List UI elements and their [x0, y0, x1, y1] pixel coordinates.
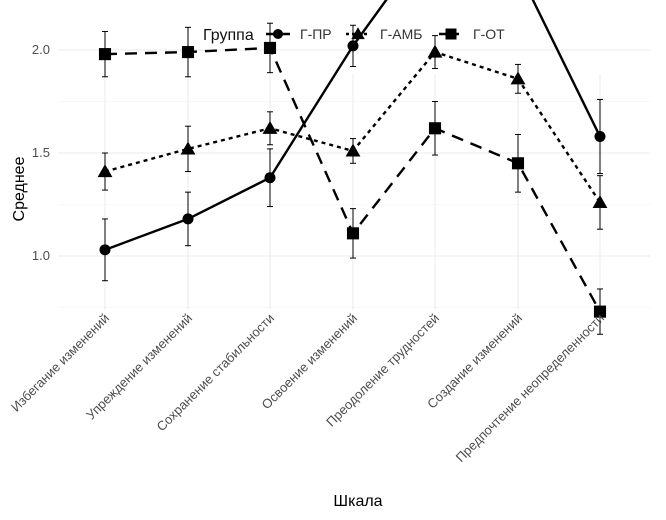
- y-axis-title: Среднее: [11, 156, 28, 221]
- series-point: [262, 120, 278, 134]
- legend-item-Г-ОТ: Г-ОТ: [439, 26, 505, 42]
- series-point: [99, 244, 111, 256]
- series-point: [593, 305, 607, 318]
- y-axis-ticks: 1.01.52.02.5: [32, 42, 50, 263]
- series-point: [445, 28, 457, 40]
- series-point: [180, 141, 196, 155]
- series-point: [273, 29, 283, 39]
- series-point: [594, 131, 606, 143]
- series-layer: [97, 0, 608, 335]
- series-Г-АМБ: [97, 35, 608, 230]
- series-point: [428, 122, 442, 135]
- y-tick-label: 2.0: [32, 42, 50, 57]
- legend-label: Г-АМБ: [380, 26, 422, 42]
- series-point: [264, 172, 276, 184]
- legend: Группа Г-ПР Г-АМБ Г-ОТ: [203, 26, 505, 44]
- series-point: [510, 71, 526, 85]
- y-tick-label: 1.0: [32, 248, 50, 263]
- legend-label: Г-ОТ: [473, 26, 505, 42]
- legend-item-Г-АМБ: Г-АМБ: [346, 26, 422, 42]
- series-Г-ОТ: [98, 22, 607, 335]
- y-tick-label: 1.5: [32, 145, 50, 160]
- legend-title: Группа: [203, 27, 254, 44]
- series-point: [263, 41, 277, 54]
- series-point: [347, 40, 359, 52]
- series-point: [345, 143, 361, 157]
- legend-item-Г-ПР: Г-ПР: [266, 26, 332, 42]
- series-point: [592, 195, 608, 209]
- series-point: [427, 44, 443, 58]
- series-point: [97, 164, 113, 178]
- series-Г-ПР: [99, 0, 606, 282]
- legend-label: Г-ПР: [300, 26, 332, 42]
- series-point: [182, 213, 194, 225]
- x-tick-label: Предпочтение неопределенности: [453, 311, 608, 466]
- series-point: [351, 27, 365, 40]
- x-axis-title: Шкала: [333, 493, 382, 510]
- series-point: [346, 227, 360, 240]
- series-point: [98, 48, 112, 61]
- series-point: [181, 46, 195, 59]
- series-point: [511, 157, 525, 170]
